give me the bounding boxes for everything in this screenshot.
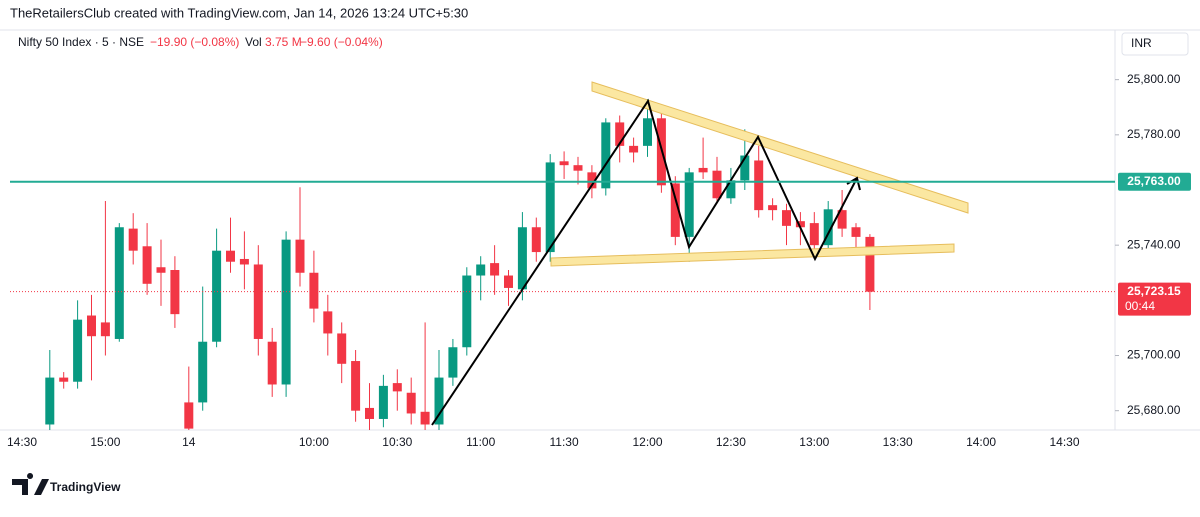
candle-body (45, 377, 55, 425)
candle-body (226, 250, 235, 262)
candle-body (740, 155, 750, 181)
currency-box[interactable] (1121, 32, 1189, 56)
candle-body (559, 161, 569, 166)
candle-body (531, 227, 541, 253)
candle-body (281, 239, 291, 385)
candle-body (698, 167, 708, 173)
x-tick-label: 13:30 (883, 435, 913, 449)
candle-body (337, 333, 347, 364)
x-tick-label: 15:00 (90, 435, 120, 449)
price-badge-label: 25,763.00 (1127, 174, 1181, 188)
candle-body (490, 263, 500, 276)
candle-body (253, 264, 263, 339)
pattern-line (431, 98, 858, 426)
candle-body (643, 118, 652, 146)
trend-channel (550, 243, 955, 267)
volume: 3.75 M (265, 35, 302, 49)
last-price-label: 25,723.15 (1127, 284, 1181, 298)
x-tick-label: 12:30 (716, 435, 746, 449)
candle-body (128, 228, 138, 251)
candle-body (198, 341, 208, 403)
candle-body (587, 172, 597, 189)
symbol: Nifty 50 Index · 5 · NSE (18, 35, 144, 49)
logo: TradingView (12, 473, 121, 495)
trend-channel (591, 81, 969, 214)
currency: INR (1131, 36, 1152, 50)
candle-body (795, 221, 805, 228)
y-tick-label: 25,800.00 (1127, 72, 1181, 86)
candle-body (114, 227, 124, 339)
x-tick-label: 11:00 (466, 435, 495, 449)
last-price-badge (1118, 282, 1191, 316)
candle-body (184, 402, 194, 429)
x-tick-label: 14:30 (7, 435, 37, 449)
x-tick-label: 10:30 (382, 435, 412, 449)
candle-body (73, 319, 83, 382)
brand: TradingView (50, 480, 121, 494)
candle-body (601, 122, 611, 189)
candle-body (545, 162, 555, 253)
logo-icon (12, 473, 49, 495)
candle-body (295, 239, 305, 273)
candle-body (212, 250, 222, 342)
candle-body (448, 347, 458, 378)
candle-body (434, 377, 444, 425)
x-tick-label: 14 (182, 435, 196, 449)
candle-body (420, 411, 430, 425)
candle-body (365, 407, 374, 419)
candle-body (615, 122, 625, 146)
candle-body (476, 264, 486, 276)
candle-body (156, 267, 166, 273)
candle-body (378, 385, 388, 419)
candle-body (406, 392, 416, 414)
candle-body (823, 209, 833, 246)
x-tick-label: 13:00 (799, 435, 829, 449)
candle-body (629, 145, 639, 153)
y-tick-label: 25,680.00 (1127, 403, 1181, 417)
candle-body (865, 236, 875, 292)
candle-body (392, 383, 402, 392)
candle-body (684, 172, 694, 237)
volume-change: −9.60 (−0.04%) (300, 35, 383, 49)
candle-body (754, 160, 764, 211)
x-tick-label: 14:00 (966, 435, 996, 449)
y-tick-label: 25,740.00 (1127, 237, 1181, 251)
candle-body (142, 246, 152, 284)
candle-body (851, 227, 861, 237)
y-tick-label: 25,780.00 (1127, 127, 1181, 141)
countdown: 00:44 (1125, 299, 1155, 313)
attribution: TheRetailersClub created with TradingVie… (10, 5, 468, 20)
x-tick-label: 14:30 (1049, 435, 1079, 449)
candle-body (782, 210, 791, 226)
change: −19.90 (−0.08%) (150, 35, 239, 49)
annotations (431, 81, 969, 426)
candle-body (670, 183, 680, 237)
candle-body (504, 275, 513, 288)
candle-body (837, 210, 847, 229)
candle-body (726, 180, 736, 199)
candle-body (170, 270, 180, 315)
candle-body (59, 377, 69, 382)
candle-body (809, 223, 819, 246)
x-tick-label: 12:00 (632, 435, 662, 449)
volume-label: Vol (245, 35, 262, 49)
y-tick-label: 25,700.00 (1127, 348, 1181, 362)
candle-body (351, 361, 361, 411)
candle-body (87, 315, 96, 337)
candle-body (462, 275, 472, 348)
candle-body (768, 205, 778, 211)
candle-body (517, 227, 527, 290)
candle-body (323, 311, 333, 334)
candle-body (309, 272, 319, 309)
candle-body (267, 341, 277, 385)
candle-body (100, 322, 110, 337)
x-tick-label: 11:30 (550, 435, 579, 449)
price-badge (1118, 172, 1191, 191)
candle-body (712, 170, 722, 199)
x-tick-label: 10:00 (299, 435, 329, 449)
candle-body (573, 165, 583, 171)
candle-body (239, 258, 249, 265)
